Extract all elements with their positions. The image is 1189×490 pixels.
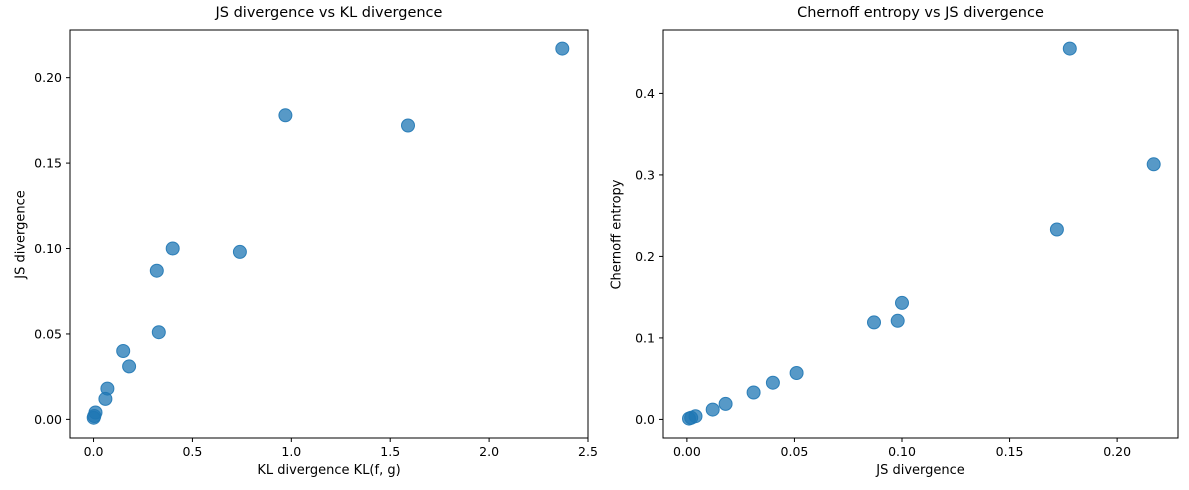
plot2-ylabel: Chernoff entropy xyxy=(609,179,625,290)
scatter-point xyxy=(682,411,696,426)
x-tick-label: 1.5 xyxy=(380,444,400,459)
x-tick-label: 0.00 xyxy=(673,444,701,459)
y-tick-label: 0.1 xyxy=(635,330,655,345)
scatter-point xyxy=(149,263,164,278)
plot1-title: JS divergence vs KL divergence xyxy=(215,5,443,21)
plot2-xlabel: JS divergence xyxy=(876,463,965,478)
scatter-point xyxy=(232,244,247,259)
y-tick-label: 0.10 xyxy=(34,241,62,256)
scatter-point xyxy=(765,375,780,390)
scatter-point xyxy=(890,313,905,328)
x-tick-label: 1.0 xyxy=(281,444,301,459)
scatter-point xyxy=(1049,222,1064,237)
y-tick-label: 0.2 xyxy=(635,249,655,264)
y-tick-label: 0.20 xyxy=(34,70,62,85)
scatter-point xyxy=(116,344,131,358)
axes-frame-1 xyxy=(69,29,589,439)
axes-frame-2 xyxy=(662,29,1179,439)
scatter-point xyxy=(746,385,761,400)
scatter-point xyxy=(789,366,804,380)
scatter-point xyxy=(718,396,733,411)
scatter-point xyxy=(1146,157,1161,172)
scatter-point xyxy=(555,41,570,56)
scatter-point xyxy=(401,118,415,133)
scatter-point xyxy=(98,391,113,406)
scatter-point xyxy=(867,315,881,330)
y-tick-label: 0.15 xyxy=(34,156,62,171)
scatter-point xyxy=(86,410,101,425)
x-tick-label: 0.0 xyxy=(84,444,104,459)
y-tick-label: 0.0 xyxy=(635,412,655,427)
scatter-point xyxy=(165,241,180,256)
x-tick-label: 2.5 xyxy=(578,444,598,459)
x-tick-label: 0.15 xyxy=(996,444,1024,459)
scatter-point xyxy=(151,325,166,340)
scatter-point xyxy=(122,359,137,374)
plot1-ylabel: JS divergence xyxy=(13,190,29,279)
y-tick-label: 0.00 xyxy=(34,412,62,427)
x-tick-label: 0.5 xyxy=(182,444,202,459)
x-tick-label: 0.10 xyxy=(888,444,916,459)
plot1-xlabel: KL divergence KL(f, g) xyxy=(257,463,401,478)
plot2-title: Chernoff entropy vs JS divergence xyxy=(797,5,1044,21)
scatter-point xyxy=(1062,41,1077,56)
scatter-point xyxy=(895,295,909,310)
x-tick-label: 2.0 xyxy=(479,444,499,459)
y-tick-label: 0.4 xyxy=(635,86,655,101)
y-tick-label: 0.05 xyxy=(34,326,62,341)
scatter-point xyxy=(278,108,293,123)
y-tick-label: 0.3 xyxy=(635,167,655,182)
x-tick-label: 0.20 xyxy=(1103,444,1131,459)
scatter-point xyxy=(705,402,720,417)
x-tick-label: 0.05 xyxy=(781,444,809,459)
